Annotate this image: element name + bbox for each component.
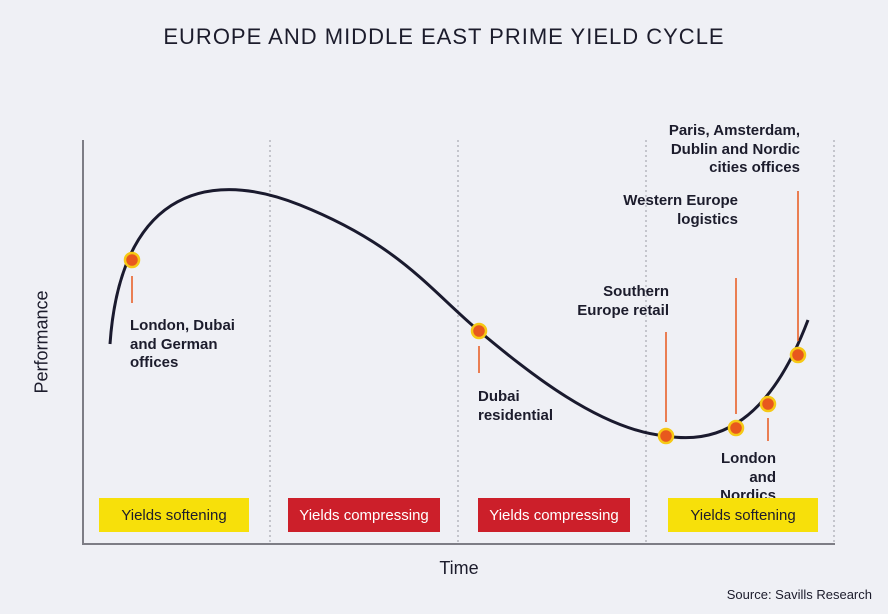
marker-southern-europe-retail bbox=[657, 427, 675, 445]
label-london-dubai-german-offices: London, Dubai and German offices bbox=[130, 317, 235, 371]
marker-paris-amsterdam-dublin-nordic-offices bbox=[789, 346, 807, 364]
yield-cycle-curve bbox=[108, 188, 810, 440]
label-southern-europe-retail: Southern Europe retail bbox=[577, 283, 669, 319]
phase-yields-compressing: Yields compressing bbox=[478, 498, 630, 532]
label-paris-amsterdam-dublin-nordic-offices: Paris, Amsterdam, Dublin and Nordic citi… bbox=[668, 122, 800, 176]
label-dubai-residential: Dubai residential bbox=[478, 388, 554, 424]
marker-dubai-residential bbox=[470, 322, 488, 340]
phase-yields-compressing: Yields compressing bbox=[288, 498, 440, 532]
marker-london-dubai-german-offices bbox=[123, 251, 141, 269]
phase-yields-softening: Yields softening bbox=[668, 498, 818, 532]
chart-title: EUROPE AND MIDDLE EAST PRIME YIELD CYCLE bbox=[163, 24, 725, 49]
y-axis-label: Performance bbox=[31, 290, 52, 394]
marker-western-europe-logistics bbox=[759, 395, 777, 413]
marker-london-nordics-retail bbox=[727, 419, 745, 437]
label-london-nordics-retail: Western Europe logistics bbox=[623, 192, 738, 228]
x-axis-label: Time bbox=[439, 558, 479, 578]
phase-yields-softening: Yields softening bbox=[99, 498, 249, 532]
source-note: Source: Savills Research bbox=[726, 587, 872, 602]
